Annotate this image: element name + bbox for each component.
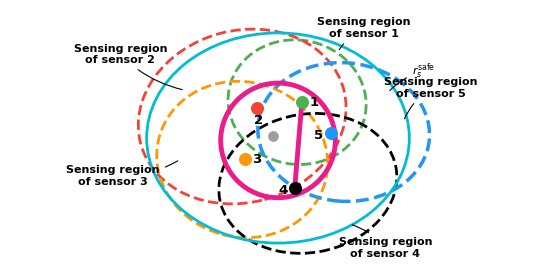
Text: Sensing region
of sensor 4: Sensing region of sensor 4 (339, 225, 432, 259)
Text: 1: 1 (309, 96, 319, 109)
Point (269, 133, 277, 138)
Text: 4: 4 (278, 184, 287, 197)
Text: Sensing region
of sensor 2: Sensing region of sensor 2 (73, 44, 182, 90)
Point (240, 157, 249, 162)
Text: 5: 5 (314, 129, 323, 142)
Point (252, 106, 261, 110)
Text: Sensing region
of sensor 5: Sensing region of sensor 5 (384, 77, 478, 119)
Text: Sensing region
of sensor 3: Sensing region of sensor 3 (67, 161, 178, 187)
Point (290, 186, 299, 190)
Text: 2: 2 (254, 114, 264, 127)
Point (297, 100, 306, 104)
Text: Sensing region
of sensor 1: Sensing region of sensor 1 (317, 17, 411, 50)
Text: 3: 3 (252, 153, 261, 166)
Point (326, 131, 335, 136)
Text: $r_s^{\mathrm{safe}}$: $r_s^{\mathrm{safe}}$ (390, 61, 435, 91)
